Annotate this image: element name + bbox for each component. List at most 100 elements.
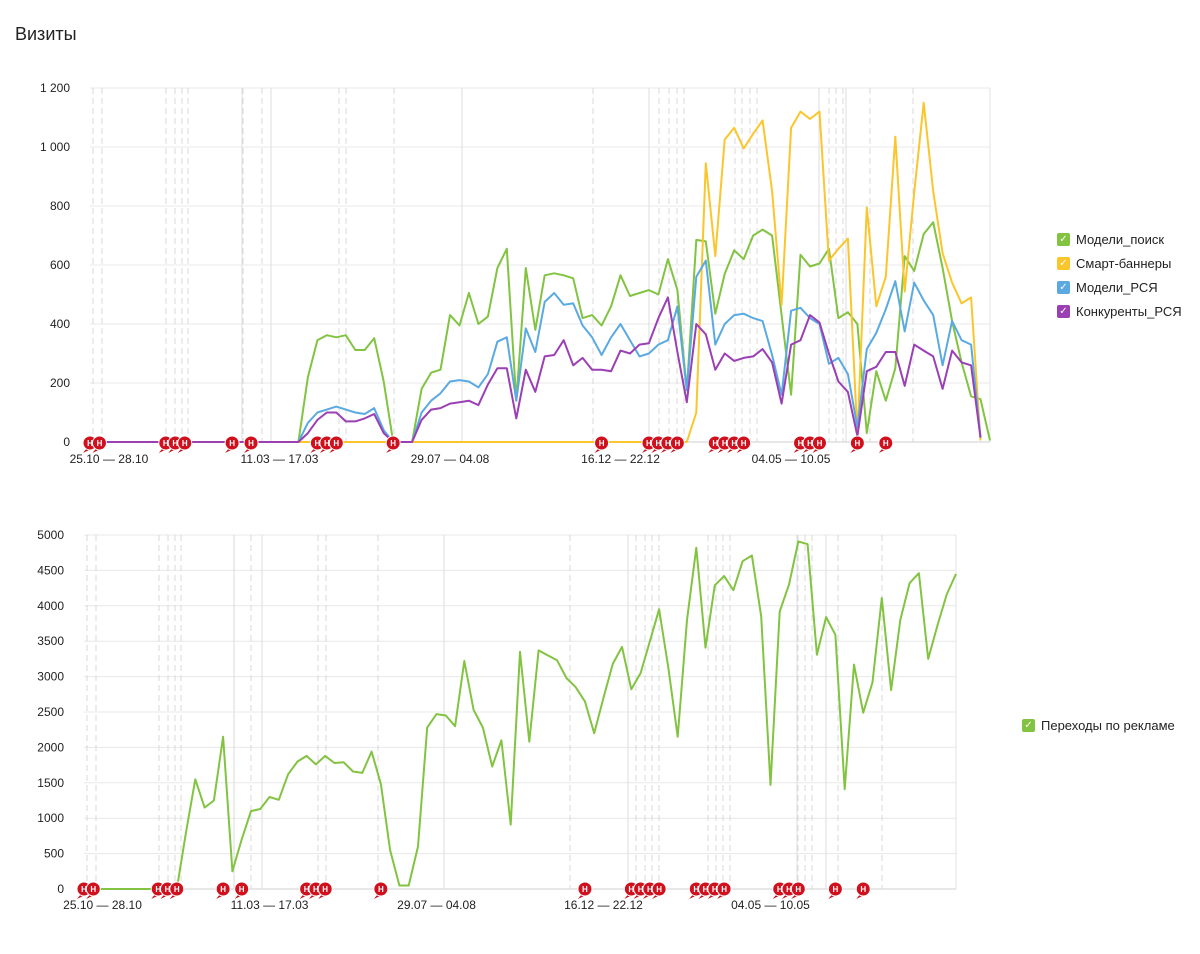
annotation-marker[interactable]: Н [716,881,732,899]
legend-label: Модели_РСЯ [1076,279,1158,295]
svg-text:Н: Н [721,885,727,894]
page-title: Визиты [15,24,77,44]
checkbox-icon[interactable]: ✓ [1057,256,1070,270]
series-line [84,540,957,890]
y-tick-label: 200 [50,376,70,390]
svg-text:Н: Н [172,439,178,448]
annotation-marker[interactable]: Н [669,435,685,453]
legend-item[interactable]: ✓ Конкуренты_РСЯ [1057,299,1182,323]
svg-text:Н: Н [665,439,671,448]
x-tick-label: 04.05 — 10.05 [731,898,810,912]
annotation-marker[interactable]: Н [849,435,865,453]
annotation-marker[interactable]: Н [855,881,871,899]
checkbox-icon[interactable]: ✓ [1057,232,1070,246]
annotation-marker[interactable]: Н [373,881,389,899]
x-tick-label: 11.03 — 17.03 [241,452,319,466]
annotation-marker[interactable]: Н [790,881,806,899]
y-tick-label: 2500 [37,705,64,719]
svg-text:Н: Н [807,439,813,448]
svg-text:Н: Н [703,885,709,894]
annotation-marker[interactable]: Н [85,881,101,899]
svg-text:Н: Н [656,439,662,448]
svg-text:Н: Н [165,885,171,894]
checkbox-icon[interactable]: ✓ [1057,304,1070,318]
svg-text:Н: Н [731,439,737,448]
x-tick-label: 29.07 — 04.08 [397,898,476,912]
y-tick-label: 3000 [37,670,64,684]
legend-item[interactable]: ✓ Смарт-баннеры [1057,251,1182,275]
y-tick-label: 400 [50,317,70,331]
annotation-marker[interactable]: Н [736,435,752,453]
checkbox-icon[interactable]: ✓ [1022,718,1035,732]
annotation-marker[interactable]: Н [328,435,344,453]
y-tick-label: 1500 [37,776,64,790]
x-tick-label: 11.03 — 17.03 [231,898,309,912]
annotation-marker[interactable]: Н [177,435,193,453]
svg-text:Н: Н [90,885,96,894]
svg-text:Н: Н [314,439,320,448]
svg-text:Н: Н [647,885,653,894]
annotation-marker[interactable]: Н [385,435,401,453]
legend-label: Переходы по рекламе [1041,717,1175,733]
svg-text:Н: Н [97,439,103,448]
svg-text:Н: Н [712,885,718,894]
svg-text:Н: Н [786,885,792,894]
y-tick-label: 4000 [37,599,64,613]
y-tick-label: 4500 [37,563,64,577]
x-tick-label: 16.12 — 22.12 [564,898,643,912]
svg-text:Н: Н [390,439,396,448]
svg-text:Н: Н [304,885,310,894]
svg-text:Н: Н [722,439,728,448]
annotation-marker[interactable]: Н [577,881,593,899]
ad-clicks-chart-legend: ✓ Переходы по рекламе [1022,713,1175,737]
annotation-marker[interactable]: Н [169,881,185,899]
svg-text:Н: Н [87,439,93,448]
x-tick-label: 25.10 — 28.10 [70,452,149,466]
svg-text:Н: Н [693,885,699,894]
svg-text:Н: Н [324,439,330,448]
x-tick-label: 25.10 — 28.10 [63,898,142,912]
x-tick-label: 29.07 — 04.08 [411,452,490,466]
y-tick-label: 1 000 [40,140,70,154]
annotation-marker[interactable]: Н [224,435,240,453]
annotation-marker[interactable]: Н [243,435,259,453]
svg-text:Н: Н [182,439,188,448]
svg-text:Н: Н [220,885,226,894]
y-tick-label: 1000 [37,811,64,825]
annotation-marker[interactable]: Н [651,881,667,899]
annotation-marker[interactable]: Н [91,435,107,453]
y-tick-label: 0 [63,435,70,449]
checkbox-icon[interactable]: ✓ [1057,280,1070,294]
annotation-marker[interactable]: Н [234,881,250,899]
svg-text:Н: Н [174,885,180,894]
svg-text:Н: Н [322,885,328,894]
annotation-marker[interactable]: Н [594,435,610,453]
svg-text:Н: Н [81,885,87,894]
y-tick-label: 800 [50,199,70,213]
annotation-marker[interactable]: Н [215,881,231,899]
y-tick-label: 1 200 [40,81,70,95]
svg-text:Н: Н [229,439,235,448]
annotation-marker[interactable]: Н [878,435,894,453]
legend-label: Модели_поиск [1076,231,1165,247]
svg-text:Н: Н [333,439,339,448]
svg-text:Н: Н [239,885,245,894]
annotation-marker[interactable]: Н [811,435,827,453]
svg-text:Н: Н [674,439,680,448]
svg-text:Н: Н [599,439,605,448]
svg-text:Н: Н [798,439,804,448]
annotation-marker[interactable]: Н [317,881,333,899]
svg-text:Н: Н [777,885,783,894]
legend-item[interactable]: ✓ Модели_РСЯ [1057,275,1182,299]
svg-text:Н: Н [883,439,889,448]
y-tick-label: 600 [50,258,70,272]
svg-text:Н: Н [582,885,588,894]
y-tick-label: 500 [44,847,64,861]
legend-item[interactable]: ✓ Модели_поиск [1057,227,1182,251]
legend-label: Смарт-баннеры [1076,255,1172,271]
annotation-marker[interactable]: Н [827,881,843,899]
svg-text:Н: Н [628,885,634,894]
svg-text:Н: Н [155,885,161,894]
legend-item[interactable]: ✓ Переходы по рекламе [1022,713,1175,737]
